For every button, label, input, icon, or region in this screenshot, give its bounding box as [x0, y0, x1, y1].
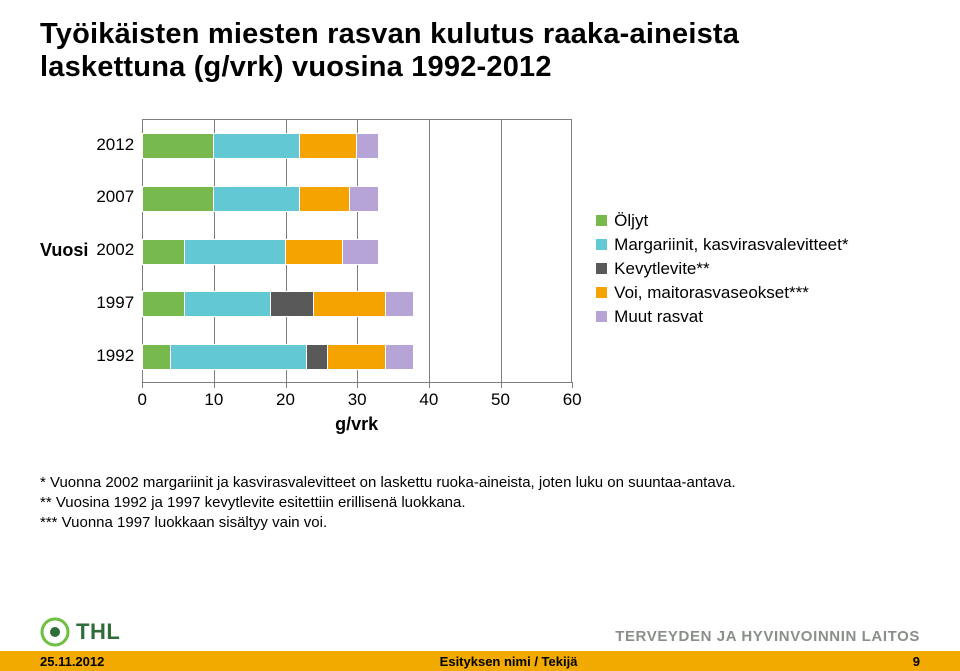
bar-segment [142, 186, 214, 212]
chart-left: Vuosi 20122007200219971992 0102030405060… [40, 119, 572, 383]
title-line-1: Työikäisten miesten rasvan kulutus raaka… [40, 18, 739, 50]
legend-item: Voi, maitorasvaseokset*** [596, 283, 848, 303]
legend-label: Öljyt [614, 211, 648, 231]
bar-segment [343, 239, 379, 265]
org-name: TERVEYDEN JA HYVINVOINNIN LAITOS [615, 628, 920, 645]
footer-date: 25.11.2012 [40, 654, 104, 669]
bar-segment [142, 133, 214, 159]
footnote-line: ** Vuosina 1992 ja 1997 kevytlevite esit… [40, 493, 920, 513]
footer-bar: 25.11.2012 Esityksen nimi / Tekijä 9 [0, 651, 960, 671]
bar-segment [171, 344, 307, 370]
title-line-2: laskettuna (g/vrk) vuosina 1992-2012 [40, 51, 552, 83]
bar-segment [350, 186, 379, 212]
bar-row [142, 291, 414, 317]
slide: Työikäisten miesten rasvan kulutus raaka… [0, 0, 960, 671]
category-labels: 20122007200219971992 [96, 119, 142, 383]
footnote-line: *** Vuonna 1997 luokkaan sisältyy vain v… [40, 513, 920, 533]
bar-segment [314, 291, 386, 317]
chart-legend: Öljyt Margariinit, kasvirasvalevitteet* Ke… [596, 211, 848, 331]
footnotes: * Vuonna 2002 margariinit ja kasvirasval… [40, 473, 920, 534]
legend-label: Muut rasvat [614, 307, 703, 327]
bar-segment [386, 344, 415, 370]
x-tick [214, 382, 215, 388]
x-tick [572, 382, 573, 388]
bar-segment [357, 133, 379, 159]
legend-label: Margariinit, kasvirasvalevitteet* [614, 235, 848, 255]
legend-swatch [596, 311, 607, 322]
bar-segment [286, 239, 343, 265]
x-tick-label: 50 [491, 390, 510, 410]
y-axis-label: Vuosi [40, 240, 88, 261]
legend-label: Voi, maitorasvaseokset*** [614, 283, 809, 303]
x-tick [501, 382, 502, 388]
bar-segment [142, 291, 185, 317]
footer-center: Esityksen nimi / Tekijä [440, 654, 578, 669]
x-tick [286, 382, 287, 388]
x-tick [142, 382, 143, 388]
bar-row [142, 133, 378, 159]
chart-area: Vuosi 20122007200219971992 0102030405060… [40, 119, 920, 383]
page-title: Työikäisten miesten rasvan kulutus raaka… [40, 18, 920, 85]
legend-item: Muut rasvat [596, 307, 848, 327]
bar-segment [328, 344, 385, 370]
x-tick-label: 60 [563, 390, 582, 410]
bar-segment [214, 133, 300, 159]
bar-segment [214, 186, 300, 212]
chart-bars [142, 120, 571, 382]
legend-item: Margariinit, kasvirasvalevitteet* [596, 235, 848, 255]
x-axis-label: g/vrk [335, 414, 378, 435]
bar-segment [300, 186, 350, 212]
category-label: 1997 [96, 277, 134, 330]
chart-plot: 0102030405060 g/vrk [142, 119, 572, 383]
x-tick [429, 382, 430, 388]
footer: THL TERVEYDEN JA HYVINVOINNIN LAITOS 25.… [0, 611, 960, 671]
bar-segment [386, 291, 415, 317]
legend-item: Öljyt [596, 211, 848, 231]
y-axis-label-col: Vuosi [40, 119, 96, 383]
bar-segment [142, 344, 171, 370]
legend-label: Kevytlevite** [614, 259, 709, 279]
x-tick-label: 0 [137, 390, 146, 410]
thl-logo: THL [40, 617, 120, 647]
x-tick-label: 30 [348, 390, 367, 410]
legend-swatch [596, 239, 607, 250]
category-label: 2002 [96, 224, 134, 277]
thl-logo-icon [40, 617, 70, 647]
x-tick [357, 382, 358, 388]
x-tick-label: 10 [204, 390, 223, 410]
legend-swatch [596, 287, 607, 298]
footer-page: 9 [913, 654, 920, 669]
footnote-line: * Vuonna 2002 margariinit ja kasvirasval… [40, 473, 920, 493]
bar-segment [185, 239, 285, 265]
thl-logo-text: THL [76, 619, 120, 645]
category-label: 2012 [96, 119, 134, 172]
bar-row [142, 186, 378, 212]
legend-item: Kevytlevite** [596, 259, 848, 279]
bar-segment [271, 291, 314, 317]
bar-segment [300, 133, 357, 159]
bar-segment [307, 344, 329, 370]
legend-swatch [596, 263, 607, 274]
x-tick-label: 20 [276, 390, 295, 410]
legend-swatch [596, 215, 607, 226]
bar-row [142, 239, 378, 265]
bar-segment [185, 291, 271, 317]
bar-segment [142, 239, 185, 265]
bar-row [142, 344, 414, 370]
category-label: 2007 [96, 171, 134, 224]
x-tick-label: 40 [419, 390, 438, 410]
category-label: 1992 [96, 330, 134, 383]
